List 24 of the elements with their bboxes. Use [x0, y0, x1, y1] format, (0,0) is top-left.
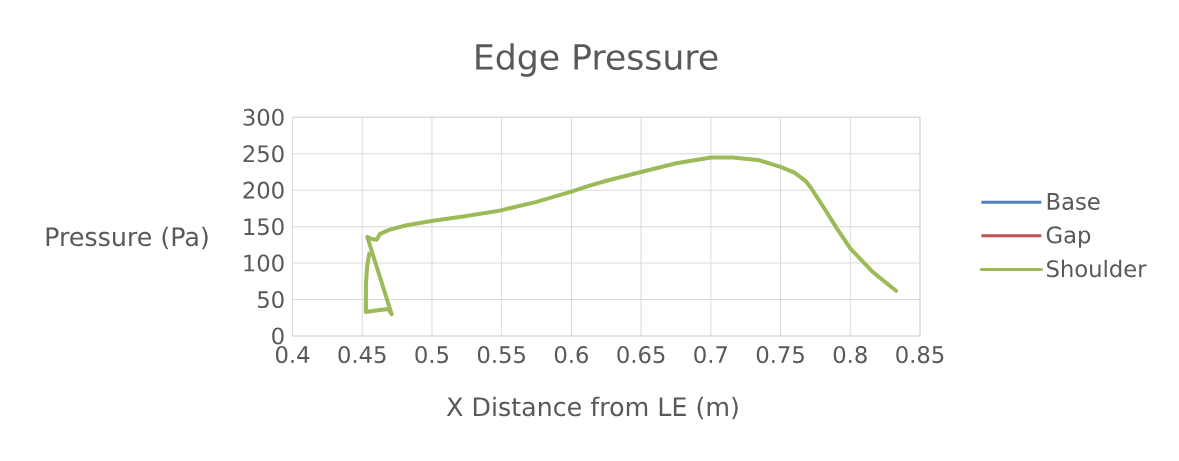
legend-label: Base [1047, 193, 1100, 210]
x-tick-label: 0.45 [338, 346, 386, 364]
line-series [363, 155, 899, 317]
y-tick-label: 150 [244, 218, 284, 236]
y-axis-title: Pressure (Pa) [46, 226, 208, 250]
x-tick-label: 0.8 [833, 346, 867, 364]
x-axis-title: X Distance from LE (m) [446, 396, 738, 420]
y-tick-label: 100 [244, 254, 284, 272]
x-tick-label: 0.55 [477, 346, 525, 364]
x-tick-label: 0.85 [896, 346, 944, 364]
x-tick-label: 0.5 [415, 346, 448, 364]
legend-label: Shoulder [1047, 259, 1147, 278]
x-tick-label: 0.75 [756, 346, 804, 364]
y-tick-label: 250 [243, 145, 284, 163]
y-tick-label: 300 [243, 108, 284, 126]
x-tick-label: 0.65 [617, 346, 665, 364]
chart-title: Edge Pressure [476, 43, 718, 77]
y-tick-label: 50 [258, 290, 284, 309]
x-tick-label: 0.7 [694, 346, 727, 364]
y-tick-label: 0 [272, 327, 284, 345]
legend-label: Gap [1046, 226, 1091, 248]
x-tick-label: 0.6 [554, 346, 588, 364]
x-tick-label: 0.4 [275, 346, 310, 364]
y-tick-label: 200 [243, 181, 284, 199]
